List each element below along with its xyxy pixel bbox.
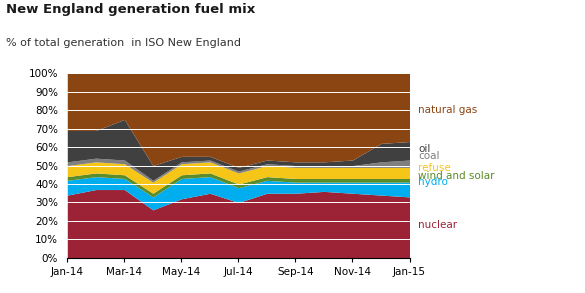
Text: natural gas: natural gas bbox=[418, 105, 477, 115]
Text: refuse: refuse bbox=[418, 163, 451, 173]
Text: nuclear: nuclear bbox=[418, 220, 457, 230]
Text: coal: coal bbox=[418, 151, 440, 161]
Text: New England generation fuel mix: New England generation fuel mix bbox=[6, 3, 255, 16]
Text: hydro: hydro bbox=[418, 177, 448, 187]
Text: wind and solar: wind and solar bbox=[418, 171, 495, 181]
Text: % of total generation  in ISO New England: % of total generation in ISO New England bbox=[6, 38, 241, 48]
Text: oil: oil bbox=[418, 144, 431, 154]
